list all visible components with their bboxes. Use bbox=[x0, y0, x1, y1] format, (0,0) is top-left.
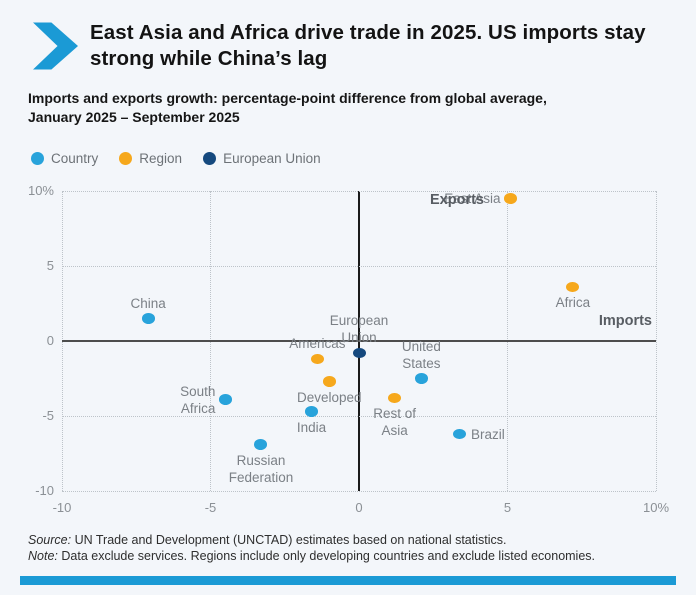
legend-label: Region bbox=[139, 151, 183, 166]
source-note-block: Source: UN Trade and Development (UNCTAD… bbox=[28, 533, 678, 564]
y-gridline bbox=[62, 265, 656, 267]
data-point bbox=[322, 376, 336, 387]
data-point bbox=[254, 439, 268, 450]
point-label: United States bbox=[401, 338, 441, 371]
data-point bbox=[453, 428, 467, 440]
source-prefix: Source: bbox=[28, 533, 72, 547]
y-gridline bbox=[62, 415, 656, 417]
data-point bbox=[141, 313, 155, 324]
y-tick-label: 0 bbox=[46, 333, 54, 348]
data-point bbox=[304, 406, 318, 417]
legend-label: Country bbox=[51, 151, 99, 166]
note-line: Note: Data exclude services. Regions inc… bbox=[28, 549, 678, 565]
y-tick-label: -10 bbox=[35, 483, 54, 498]
footer-stripe bbox=[20, 576, 676, 585]
x-tick-label: -5 bbox=[204, 500, 217, 515]
point-label: Africa bbox=[555, 295, 591, 310]
source-text: UN Trade and Development (UNCTAD) estima… bbox=[71, 533, 507, 547]
point-label: South Africa bbox=[180, 383, 216, 416]
chart-subtitle: Imports and exports growth: percentage-p… bbox=[28, 90, 547, 125]
eu-dot-icon bbox=[203, 152, 217, 165]
point-label: Russian Federation bbox=[228, 452, 294, 485]
x-tick-label: 10% bbox=[642, 500, 670, 515]
y-gridline bbox=[62, 190, 656, 192]
point-label: Rest of Asia bbox=[373, 406, 417, 438]
point-label: Americas bbox=[289, 336, 346, 351]
data-point bbox=[218, 394, 232, 405]
data-point bbox=[310, 353, 324, 365]
note-prefix: Note: bbox=[28, 548, 58, 563]
y-gridline bbox=[62, 490, 656, 492]
exports-quadrant-label: Exports bbox=[430, 192, 484, 208]
x-tick-label: 5 bbox=[503, 500, 512, 515]
page-title: East Asia and Africa drive trade in 2025… bbox=[90, 21, 646, 70]
x-tick-label: 0 bbox=[355, 500, 363, 515]
chevron-icon bbox=[33, 22, 78, 70]
legend: Country Region European Union bbox=[31, 151, 321, 166]
legend-item-region: Region bbox=[119, 151, 182, 166]
x-gridline bbox=[655, 191, 657, 491]
data-point bbox=[503, 193, 517, 204]
point-label: India bbox=[296, 419, 327, 435]
imports-quadrant-label: Imports bbox=[598, 313, 652, 329]
data-point bbox=[566, 281, 580, 293]
plot-area: China South Africa Russian Federation India… bbox=[61, 190, 657, 492]
region-dot-icon bbox=[119, 152, 133, 165]
data-point bbox=[414, 373, 428, 384]
y-tick-label: 5 bbox=[46, 258, 54, 273]
legend-item-european-union: European Union bbox=[203, 151, 321, 166]
x-axis-line bbox=[62, 340, 656, 342]
x-tick-label: -10 bbox=[52, 500, 72, 515]
legend-label: European Union bbox=[223, 151, 321, 166]
note-text: Data exclude services. Regions include o… bbox=[57, 548, 596, 563]
point-label: Brazil bbox=[470, 426, 505, 442]
data-point bbox=[388, 392, 402, 404]
data-point bbox=[352, 347, 366, 359]
legend-item-country: Country bbox=[31, 151, 98, 166]
y-tick-label: -5 bbox=[42, 408, 54, 423]
point-label: East Asia bbox=[444, 191, 501, 206]
country-dot-icon bbox=[31, 152, 44, 165]
point-label: European Union bbox=[329, 313, 389, 345]
point-label: China bbox=[130, 295, 166, 311]
y-tick-label: 10% bbox=[27, 183, 54, 198]
point-label: Developed bbox=[297, 389, 362, 405]
source-line: Source: UN Trade and Development (UNCTAD… bbox=[28, 533, 678, 549]
